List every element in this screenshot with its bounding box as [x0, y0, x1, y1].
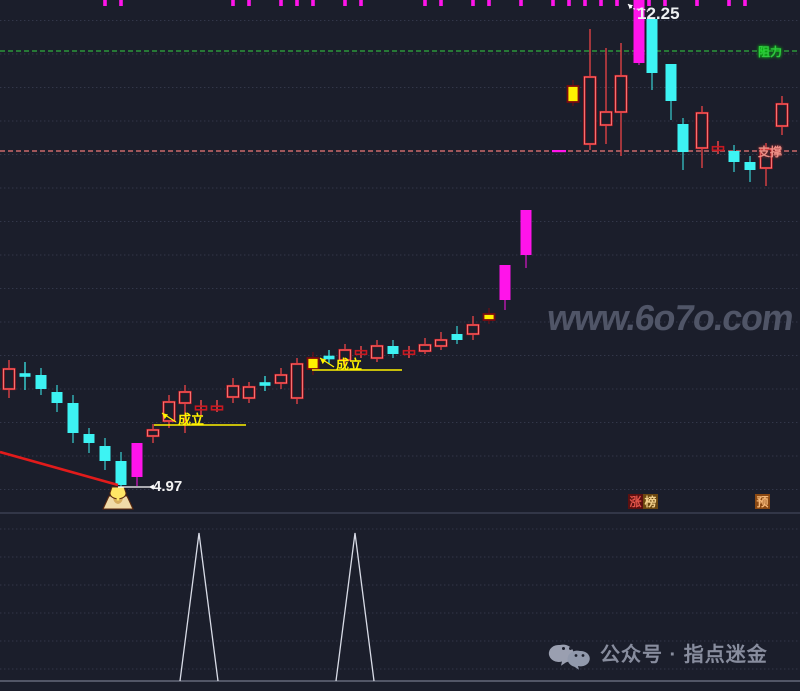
- svg-text:成立: 成立: [336, 357, 362, 372]
- svg-text:预: 预: [756, 495, 768, 509]
- svg-text:榜: 榜: [644, 494, 656, 509]
- svg-text:12.25: 12.25: [637, 4, 680, 23]
- svg-text:支撑: 支撑: [757, 144, 782, 159]
- svg-text:涨: 涨: [629, 494, 641, 509]
- svg-text:www.6o7o.com: www.6o7o.com: [544, 297, 796, 338]
- svg-text:4.97: 4.97: [153, 478, 182, 495]
- svg-text:公众号 · 指点迷金: 公众号 · 指点迷金: [600, 642, 768, 666]
- svg-text:成立: 成立: [178, 412, 204, 427]
- svg-text:阻力: 阻力: [758, 44, 782, 59]
